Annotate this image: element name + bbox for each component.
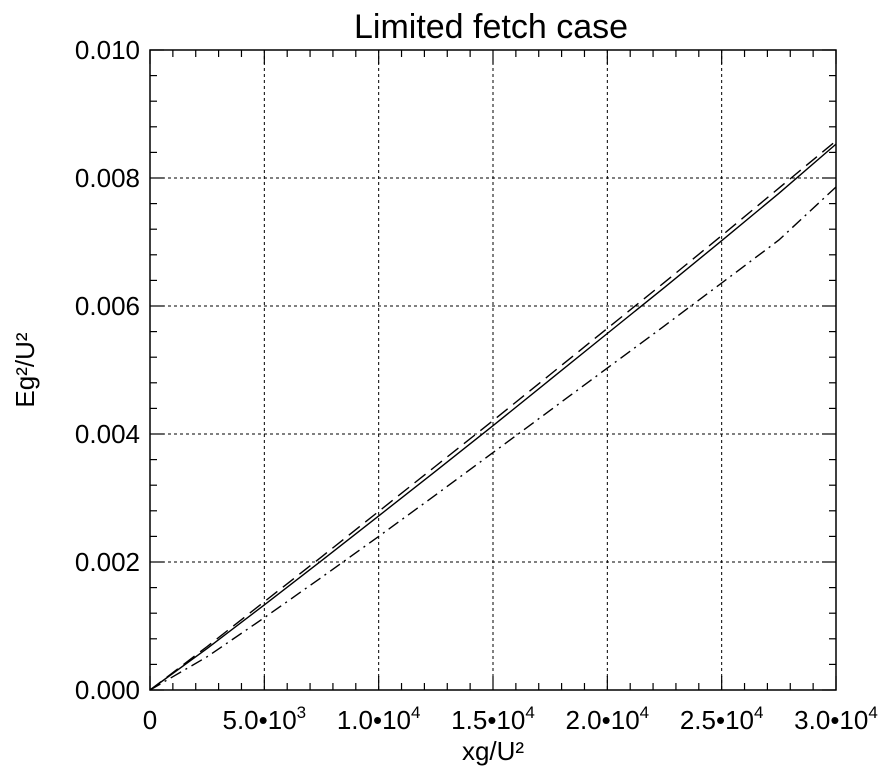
grid-lines bbox=[150, 50, 836, 690]
x-tick-label-1: 5.0•103 bbox=[223, 703, 307, 735]
y-tick-label-2: 0.004 bbox=[75, 419, 140, 449]
plot-frame bbox=[149, 49, 837, 691]
series-group bbox=[149, 140, 837, 691]
y-tick-label-1: 0.002 bbox=[75, 547, 140, 577]
y-tick-label-0: 0.000 bbox=[75, 675, 140, 705]
x-tick-label-4: 2.0•104 bbox=[566, 703, 650, 735]
x-tick-label-6: 3.0•104 bbox=[794, 703, 878, 735]
y-axis-title: Eg²/U² bbox=[10, 332, 40, 407]
x-tick-label-0: 0 bbox=[143, 705, 157, 735]
y-tick-label-4: 0.008 bbox=[75, 163, 140, 193]
x-tick-label-5: 2.5•104 bbox=[680, 703, 764, 735]
chart-title: Limited fetch case bbox=[354, 8, 628, 46]
series-line-solid bbox=[149, 143, 837, 691]
x-tick-label-3: 1.5•104 bbox=[451, 703, 535, 735]
series-line-dashed bbox=[149, 140, 837, 691]
x-tick-labels: 0 5.0•103 1.0•104 1.5•104 2.0•104 2.5•104 3.0•… bbox=[143, 703, 878, 735]
series-line-dashdot bbox=[149, 186, 837, 691]
x-axis-title: xg/U² bbox=[462, 736, 524, 766]
x-tick-label-2: 1.0•104 bbox=[337, 703, 421, 735]
y-tick-label-5: 0.010 bbox=[75, 35, 140, 65]
y-tick-label-3: 0.006 bbox=[75, 291, 140, 321]
y-tick-labels: 0.000 0.002 0.004 0.006 0.008 0.010 bbox=[75, 35, 140, 705]
